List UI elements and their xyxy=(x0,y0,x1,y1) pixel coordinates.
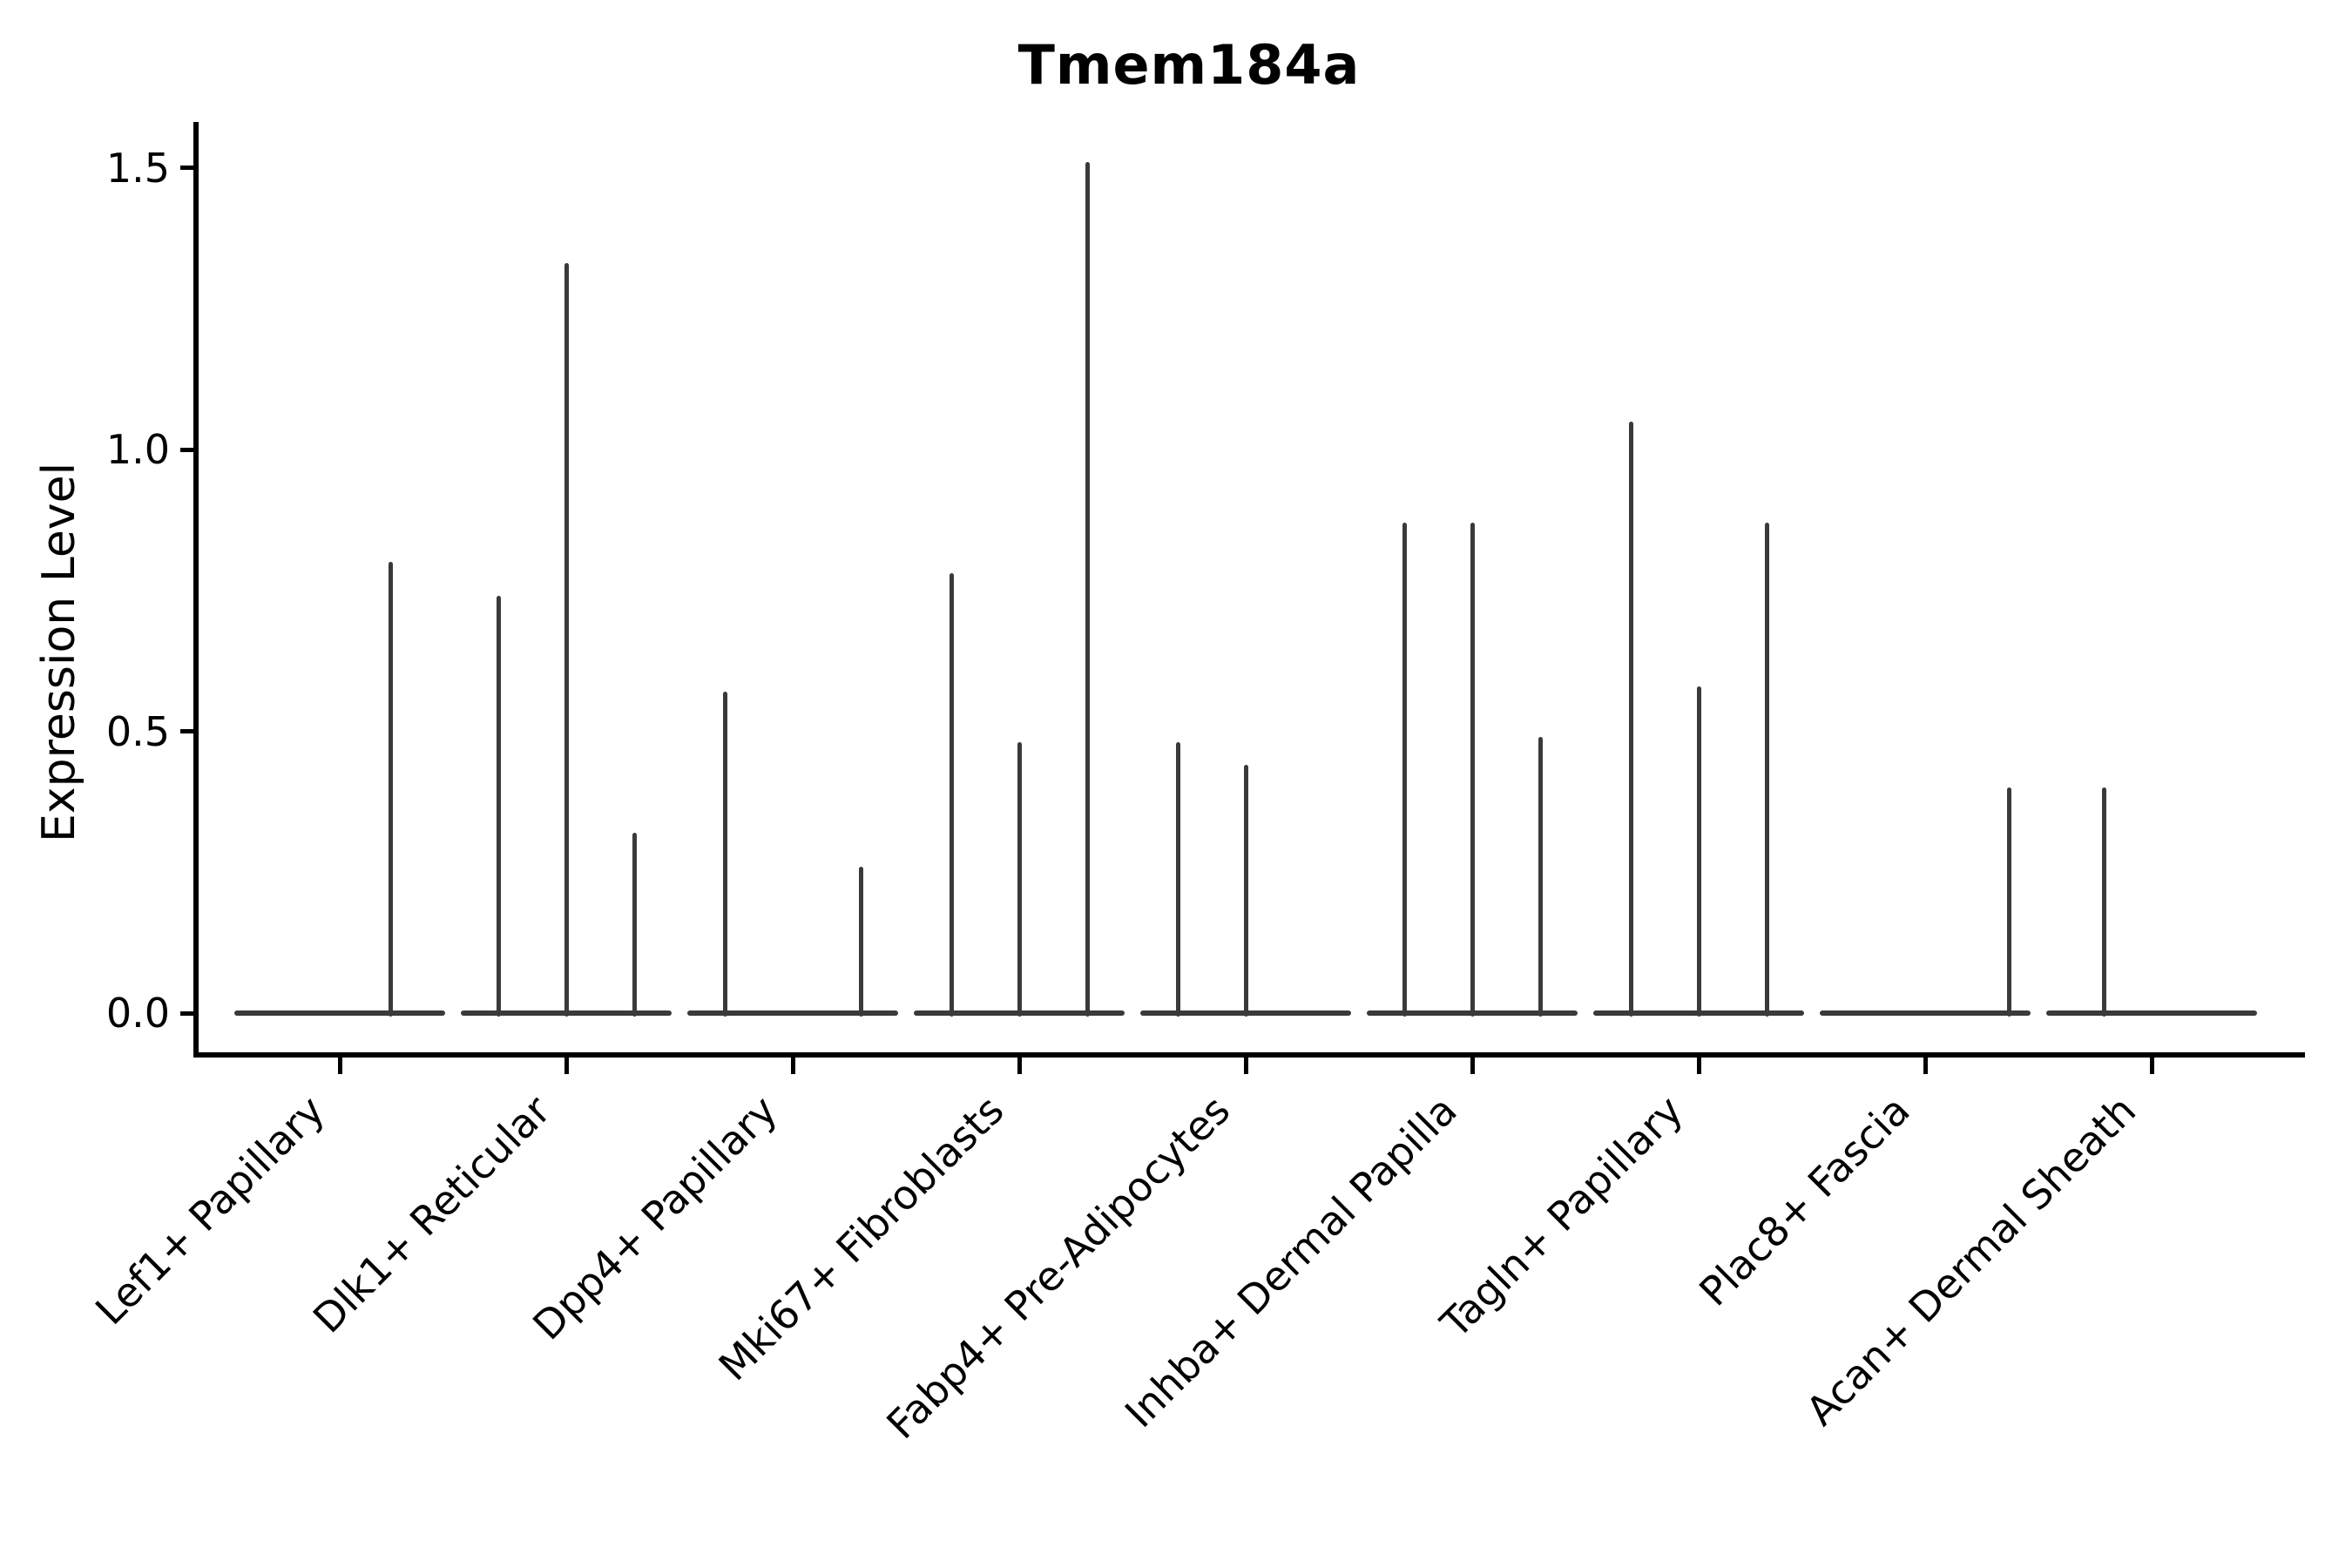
violin-spike xyxy=(1175,742,1180,1017)
x-tick-label: Lef1+ Papillary xyxy=(85,1086,334,1335)
y-tick-label: 0.5 xyxy=(105,707,170,755)
y-tick-label: 1.5 xyxy=(105,144,170,192)
violin-spike xyxy=(2006,787,2011,1017)
violin-spike xyxy=(858,866,863,1017)
x-axis-spine xyxy=(193,1052,2305,1058)
violin-spike xyxy=(2101,787,2106,1017)
violin-baseline-bar xyxy=(2046,1010,2257,1016)
y-axis-spine xyxy=(193,122,199,1058)
violin-spike xyxy=(389,562,393,1017)
x-tick-mark xyxy=(1696,1058,1701,1074)
violin-spike xyxy=(1017,742,1022,1017)
x-tick-label: Dlk1+ Reticular xyxy=(304,1086,560,1342)
chart-title: Tmem184a xyxy=(1017,33,1361,97)
x-tick-mark xyxy=(1923,1058,1928,1074)
violin-spike xyxy=(1085,162,1090,1017)
x-tick-mark xyxy=(2149,1058,2154,1074)
violin-spike xyxy=(1696,686,1701,1017)
x-tick-label: Plac8+ Fascia xyxy=(1690,1086,1919,1315)
violin-spike xyxy=(722,692,727,1017)
x-tick-mark xyxy=(337,1058,342,1074)
violin-spike xyxy=(1764,523,1769,1017)
x-tick-mark xyxy=(1017,1058,1022,1074)
violin-spike xyxy=(496,596,501,1017)
violin-spike xyxy=(564,263,569,1017)
violin-baseline-bar xyxy=(687,1010,898,1016)
violin-baseline-bar xyxy=(234,1010,445,1016)
y-tick-label: 1.0 xyxy=(105,426,170,473)
y-tick-mark xyxy=(180,1010,196,1016)
violin-spike xyxy=(1538,736,1543,1017)
violin-spike xyxy=(1243,765,1248,1017)
x-tick-mark xyxy=(1243,1058,1248,1074)
violin-baseline-bar xyxy=(1820,1010,2031,1016)
x-tick-mark xyxy=(564,1058,569,1074)
violin-spike xyxy=(632,832,637,1017)
y-tick-mark xyxy=(180,729,196,733)
violin-spike xyxy=(949,573,954,1017)
x-tick-mark xyxy=(1470,1058,1475,1074)
x-tick-label: Tagln+ Papillary xyxy=(1431,1086,1693,1348)
x-tick-label: Dpp4+ Papillary xyxy=(524,1086,787,1349)
x-tick-mark xyxy=(790,1058,795,1074)
violin-spike xyxy=(1402,523,1407,1017)
y-tick-label: 0.0 xyxy=(105,990,170,1037)
violin-spike xyxy=(1470,523,1475,1017)
y-tick-mark xyxy=(180,447,196,452)
violin-spike xyxy=(1628,421,1633,1017)
y-tick-mark xyxy=(180,166,196,170)
